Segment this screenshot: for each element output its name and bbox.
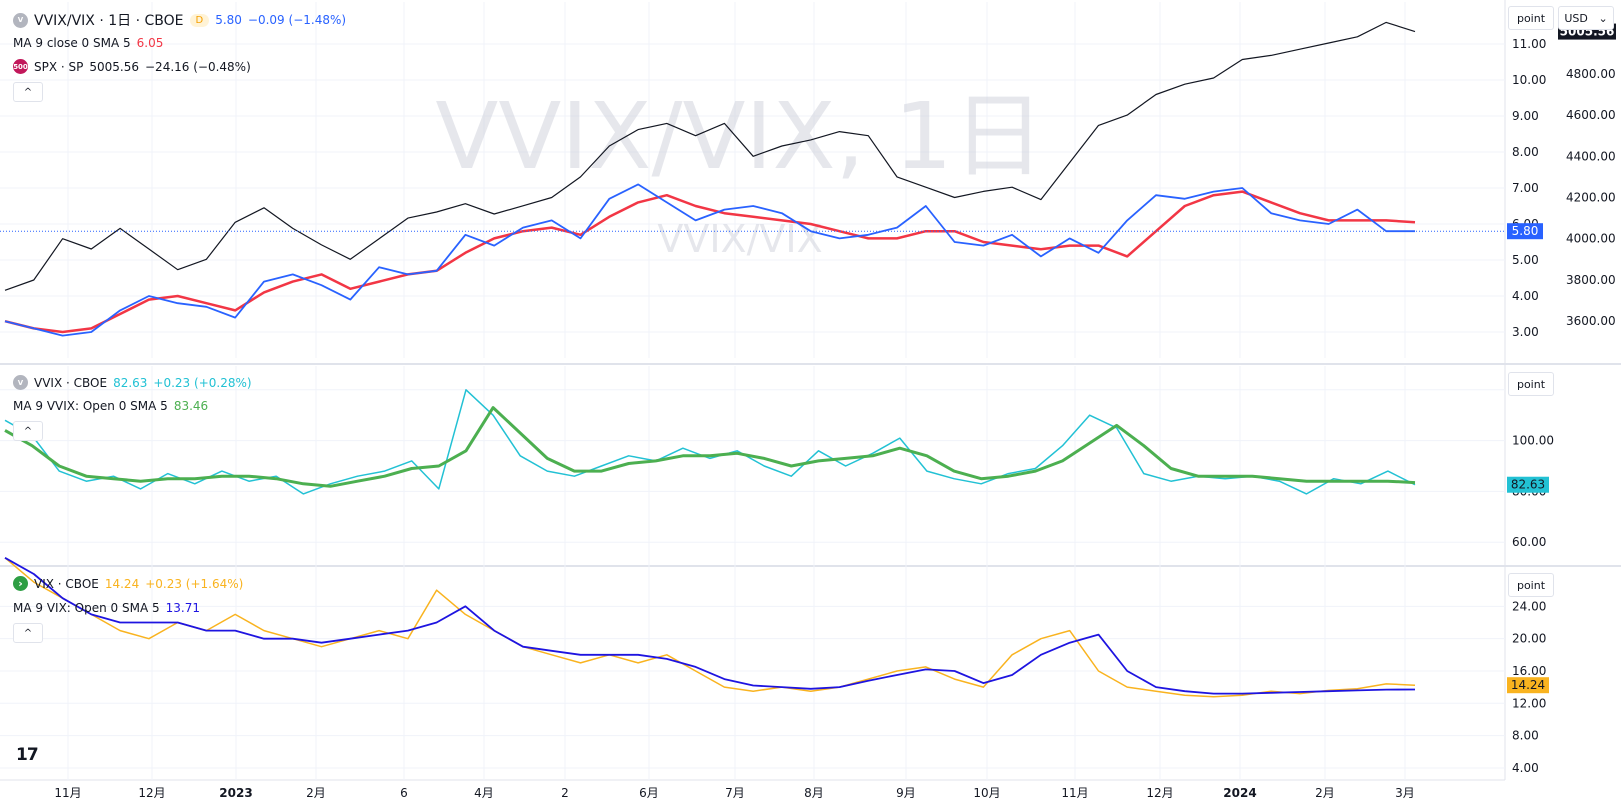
vvix-symbol-row[interactable]: V VVIX · CBOE 82.63 +0.23 (+0.28%) <box>13 375 252 390</box>
x-tick-label: 7月 <box>725 786 745 800</box>
vix-price: 14.24 <box>104 576 140 591</box>
y-tick-label: 8.00 <box>1512 145 1539 159</box>
vix-line <box>4 557 1416 698</box>
x-tick-label: 4月 <box>474 786 494 800</box>
x-tick-label: 11月 <box>54 786 81 800</box>
vvix-ma-legend[interactable]: MA 9 VVIX: Open 0 SMA 5 83.46 <box>13 399 208 413</box>
collapse-legend-button[interactable]: ^ <box>13 623 43 643</box>
main-price: 5.80 <box>215 13 242 27</box>
y-tick-label: 4.00 <box>1512 761 1539 775</box>
x-tick-label: 9月 <box>896 786 916 800</box>
ratio-line <box>4 183 1415 337</box>
collapse-legend-button[interactable]: ^ <box>13 82 43 102</box>
x-tick-label: 2月 <box>306 786 326 800</box>
vvix-last-badge <box>1507 476 1549 493</box>
chevron-right-icon: › <box>13 576 28 591</box>
vvix-last-badge-text: 82.63 <box>1511 478 1545 492</box>
y-tick-label: 9.00 <box>1512 109 1539 123</box>
currency-button[interactable]: USD ⌄ <box>1558 6 1614 30</box>
x-tick-label: 6月 <box>639 786 659 800</box>
spx-tick-label: 3800.00 <box>1566 273 1616 287</box>
y-tick-label: 60.00 <box>1512 535 1546 549</box>
spx-price: 5005.56 <box>89 59 139 74</box>
x-tick-label: 8月 <box>804 786 824 800</box>
ratio-ma-line <box>4 190 1416 334</box>
vvix-ma-label: MA 9 VVIX: Open 0 SMA 5 <box>13 399 168 413</box>
spx-line <box>4 21 1416 291</box>
vix-last-badge <box>1507 677 1549 694</box>
spx-icon: 500 <box>13 59 28 74</box>
spx-tick-label: 4800.00 <box>1566 67 1616 81</box>
vvix-line <box>4 389 1416 495</box>
spx-compare-legend[interactable]: 500 SPX · SP 5005.56 −24.16 (−0.48%) <box>13 59 251 74</box>
x-tick-label: 2 <box>561 786 569 800</box>
vix-last-badge-text: 14.24 <box>1511 678 1545 692</box>
scale-mode-button[interactable]: point <box>1508 6 1554 30</box>
scale-mode-button[interactable]: point <box>1508 372 1554 396</box>
x-tick-label: 2月 <box>1315 786 1335 800</box>
x-tick-label: 6 <box>400 786 408 800</box>
x-tick-label: 12月 <box>1146 786 1173 800</box>
interval-badge[interactable]: D <box>189 13 210 27</box>
x-tick-label: 2023 <box>219 786 252 800</box>
spx-tick-label: 3600.00 <box>1566 314 1616 328</box>
y-tick-label: 12.00 <box>1512 696 1546 710</box>
symbol-icon: V <box>13 12 28 28</box>
spx-tick-label: 4000.00 <box>1566 232 1616 246</box>
vix-title[interactable]: VIX · CBOE <box>34 576 99 591</box>
y-tick-label: 7.00 <box>1512 181 1539 195</box>
vix-symbol-row[interactable]: › VIX · CBOE 14.24 +0.23 (+1.64%) <box>13 576 243 591</box>
spx-tick-label: 4400.00 <box>1566 149 1616 163</box>
watermark: VVIX/VIX, 1日 <box>435 83 1044 190</box>
main-symbol-row[interactable]: V VVIX/VIX · 1日 · CBOE D 5.80 −0.09 (−1.… <box>13 10 346 30</box>
vvix-ma-value: 83.46 <box>173 399 209 413</box>
x-tick-label: 2024 <box>1223 786 1256 800</box>
main-change: −0.09 (−1.48%) <box>247 13 347 27</box>
x-tick-label: 12月 <box>138 786 165 800</box>
vix-ma-label: MA 9 VIX: Open 0 SMA 5 <box>13 601 160 615</box>
vvix-ma-line <box>4 406 1416 488</box>
x-tick-label: 10月 <box>973 786 1000 800</box>
symbol-icon: V <box>13 375 28 390</box>
y-tick-label: 20.00 <box>1512 632 1546 646</box>
x-tick-label: 3月 <box>1395 786 1415 800</box>
main-title[interactable]: VVIX/VIX · 1日 · CBOE <box>34 13 184 29</box>
y-tick-label: 5.00 <box>1512 253 1539 267</box>
vix-ma-line <box>4 557 1416 695</box>
vvix-title[interactable]: VVIX · CBOE <box>34 375 108 390</box>
scale-mode-button[interactable]: point <box>1508 573 1554 597</box>
ratio-ma-label: MA 9 close 0 SMA 5 <box>13 36 131 50</box>
vix-ma-value: 13.71 <box>165 601 200 615</box>
collapse-legend-button[interactable]: ^ <box>13 421 43 441</box>
y-tick-label: 10.00 <box>1512 73 1546 87</box>
y-tick-label: 8.00 <box>1512 729 1539 743</box>
spx-tick-label: 4200.00 <box>1566 191 1616 205</box>
last-price-badge-text: 5.80 <box>1512 224 1539 238</box>
tradingview-logo[interactable]: 17 <box>16 745 39 765</box>
vix-ma-legend[interactable]: MA 9 VIX: Open 0 SMA 5 13.71 <box>13 601 200 615</box>
ratio-ma-legend[interactable]: MA 9 close 0 SMA 5 6.05 <box>13 36 163 50</box>
y-tick-label: 24.00 <box>1512 599 1546 613</box>
y-tick-label: 100.00 <box>1512 434 1554 448</box>
y-tick-label: 4.00 <box>1512 289 1539 303</box>
y-tick-label: 3.00 <box>1512 325 1539 339</box>
last-price-badge <box>1507 223 1543 240</box>
spx-tick-label: 4600.00 <box>1566 108 1616 122</box>
x-tick-label: 11月 <box>1061 786 1088 800</box>
spx-change: −24.16 (−0.48%) <box>145 59 251 74</box>
spx-label: SPX · SP <box>34 59 84 74</box>
vvix-price: 82.63 <box>113 375 148 390</box>
chevron-down-icon: ⌄ <box>1598 11 1608 25</box>
ratio-ma-value: 6.05 <box>136 36 164 50</box>
vvix-change: +0.23 (+0.28%) <box>153 375 252 390</box>
vix-change: +0.23 (+1.64%) <box>145 576 244 591</box>
y-tick-label: 16.00 <box>1512 664 1546 678</box>
y-tick-label: 11.00 <box>1512 37 1546 51</box>
currency-label: USD <box>1564 11 1588 25</box>
watermark-sub: VVIX/VIX <box>657 217 822 261</box>
